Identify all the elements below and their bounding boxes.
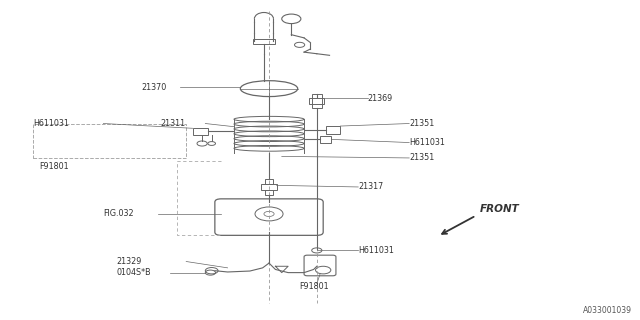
Bar xyxy=(312,94,322,108)
Text: FRONT: FRONT xyxy=(479,204,519,214)
Text: A033001039: A033001039 xyxy=(583,307,632,316)
Text: FIG.032: FIG.032 xyxy=(103,209,134,219)
Bar xyxy=(261,184,276,190)
Bar xyxy=(326,126,340,134)
Bar xyxy=(265,190,273,195)
Text: H611031: H611031 xyxy=(409,138,445,147)
Text: H611031: H611031 xyxy=(358,246,394,255)
Bar xyxy=(33,124,186,158)
Bar xyxy=(320,136,332,142)
Text: 0104S*B: 0104S*B xyxy=(116,268,150,277)
Text: H611031: H611031 xyxy=(33,119,69,128)
Text: 21311: 21311 xyxy=(161,119,186,128)
Text: 21370: 21370 xyxy=(141,83,167,92)
Text: F91801: F91801 xyxy=(299,282,328,292)
Text: 21369: 21369 xyxy=(368,94,393,103)
Text: F91801: F91801 xyxy=(40,162,69,171)
Bar xyxy=(265,179,273,184)
Text: 21351: 21351 xyxy=(409,119,435,128)
Text: 21351: 21351 xyxy=(409,154,435,163)
Text: 21329: 21329 xyxy=(116,257,141,266)
Bar xyxy=(193,128,209,135)
Bar xyxy=(309,98,324,105)
Bar xyxy=(253,39,275,44)
Text: 21317: 21317 xyxy=(358,182,383,191)
